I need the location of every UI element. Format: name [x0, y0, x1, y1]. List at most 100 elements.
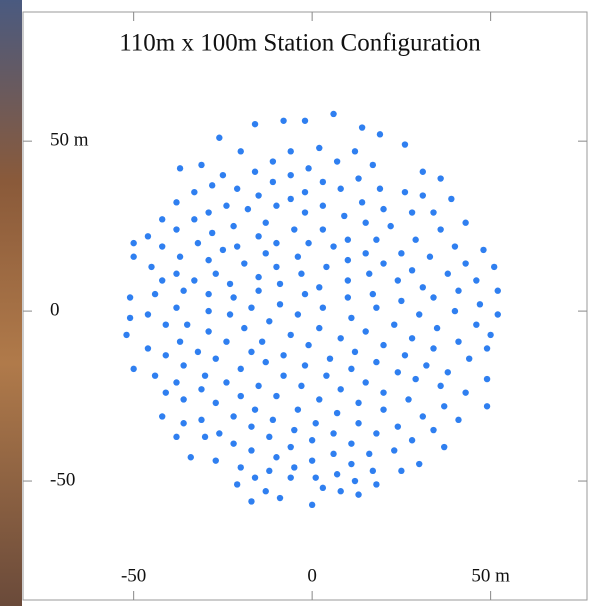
station-point: [237, 392, 244, 400]
station-point: [223, 338, 230, 345]
station-point: [180, 396, 187, 403]
station-point: [308, 501, 316, 509]
station-point: [308, 437, 316, 444]
station-point: [380, 260, 387, 267]
station-point: [455, 416, 462, 424]
station-point: [262, 358, 269, 366]
station-point: [494, 287, 501, 294]
station-point: [430, 345, 437, 352]
station-point: [301, 362, 309, 369]
station-point: [273, 263, 280, 271]
station-point: [251, 406, 259, 413]
station-point: [344, 277, 352, 284]
station-point: [194, 239, 202, 247]
station-point: [233, 185, 241, 192]
station-point: [212, 399, 219, 407]
station-point: [430, 294, 437, 301]
station-point: [291, 426, 298, 434]
station-point: [330, 110, 337, 118]
station-point: [373, 236, 380, 243]
station-point: [319, 178, 327, 186]
station-point: [291, 464, 298, 471]
station-point: [391, 321, 398, 328]
station-point: [437, 226, 444, 233]
station-point: [401, 352, 409, 359]
station-point: [344, 294, 352, 301]
station-point: [394, 369, 402, 376]
station-point: [423, 362, 430, 369]
station-point: [255, 273, 262, 281]
station-point: [216, 430, 223, 437]
station-point: [333, 471, 341, 478]
station-point: [162, 389, 169, 396]
station-point: [212, 457, 219, 464]
station-point: [369, 290, 377, 298]
station-point: [351, 348, 359, 356]
station-point: [201, 433, 209, 441]
station-point: [173, 226, 180, 233]
station-point: [330, 430, 337, 437]
station-point: [344, 256, 352, 264]
background-strip: [0, 0, 22, 606]
station-point: [180, 287, 187, 294]
station-point: [230, 222, 237, 230]
station-point: [412, 375, 419, 383]
station-point: [223, 202, 230, 209]
station-point: [308, 457, 316, 464]
station-point: [287, 331, 294, 339]
station-point: [301, 117, 309, 124]
station-point: [244, 205, 252, 213]
station-point: [205, 307, 212, 315]
station-point: [226, 311, 234, 318]
station-point: [280, 372, 287, 379]
station-point: [151, 372, 159, 379]
station-point: [301, 188, 309, 196]
station-point: [248, 447, 255, 454]
station-point: [483, 375, 491, 383]
station-point: [273, 392, 280, 400]
station-point: [269, 416, 277, 424]
station-point: [251, 120, 259, 128]
station-point: [333, 409, 341, 417]
station-point: [298, 382, 305, 390]
station-point: [187, 454, 194, 461]
station-point: [180, 362, 187, 369]
station-point: [205, 209, 212, 216]
station-point: [355, 175, 362, 182]
station-point: [226, 280, 234, 288]
station-point: [198, 161, 205, 169]
station-point: [159, 413, 166, 420]
station-point: [173, 304, 180, 311]
station-point: [162, 321, 169, 328]
station-point: [316, 396, 323, 403]
station-point: [273, 454, 280, 461]
station-point: [366, 270, 373, 277]
station-point: [401, 141, 409, 148]
station-point: [216, 134, 223, 141]
station-point: [305, 239, 312, 247]
station-point: [462, 389, 469, 396]
x-tick-label: 0: [307, 565, 317, 586]
station-point: [337, 488, 344, 495]
station-point: [408, 209, 416, 216]
station-point: [173, 199, 180, 206]
station-point: [355, 491, 362, 498]
station-point: [394, 423, 402, 430]
station-point: [294, 311, 302, 318]
y-tick-label: 0: [50, 299, 60, 320]
station-point: [191, 277, 198, 284]
station-point: [408, 335, 416, 342]
station-point: [266, 433, 273, 441]
station-point: [126, 294, 134, 301]
station-point: [351, 477, 359, 485]
station-point: [323, 372, 330, 379]
station-point: [405, 396, 412, 403]
station-point: [401, 188, 409, 196]
station-point: [237, 148, 244, 155]
station-point: [316, 324, 323, 332]
station-point: [355, 420, 362, 427]
station-point: [373, 304, 380, 311]
station-point: [305, 341, 312, 349]
